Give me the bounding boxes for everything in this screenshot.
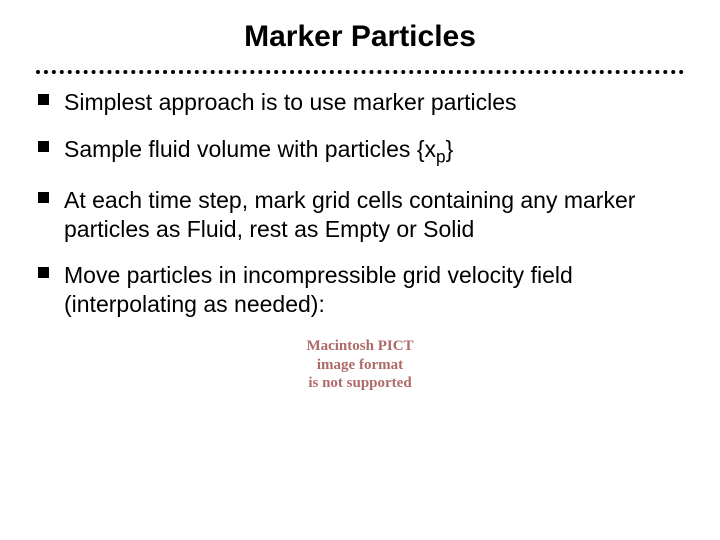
slide: Marker Particles Simplest approach is to…	[0, 0, 720, 540]
bullet-item: Simplest approach is to use marker parti…	[36, 88, 684, 117]
slide-title: Marker Particles	[36, 20, 684, 54]
bullet-item: At each time step, mark grid cells conta…	[36, 186, 684, 244]
square-bullet-icon	[38, 192, 49, 203]
bullet-list: Simplest approach is to use marker parti…	[36, 88, 684, 319]
square-bullet-icon	[38, 141, 49, 152]
pict-line: image format	[36, 356, 684, 375]
square-bullet-icon	[38, 94, 49, 105]
bullet-text-suffix: }	[446, 136, 454, 162]
square-bullet-icon	[38, 267, 49, 278]
bullet-item: Sample fluid volume with particles {xp}	[36, 135, 684, 168]
divider-line	[36, 70, 684, 74]
bullet-text: Simplest approach is to use marker parti…	[64, 89, 517, 115]
pict-placeholder: Macintosh PICT image format is not suppo…	[36, 337, 684, 393]
pict-line: Macintosh PICT	[36, 337, 684, 356]
bullet-text: Move particles in incompressible grid ve…	[64, 262, 573, 317]
bullet-text-prefix: Sample fluid volume with particles {x	[64, 136, 436, 162]
subscript: p	[436, 146, 446, 166]
bullet-item: Move particles in incompressible grid ve…	[36, 261, 684, 319]
bullet-text: Sample fluid volume with particles {xp}	[64, 136, 453, 162]
bullet-text: At each time step, mark grid cells conta…	[64, 187, 635, 242]
pict-line: is not supported	[36, 374, 684, 393]
